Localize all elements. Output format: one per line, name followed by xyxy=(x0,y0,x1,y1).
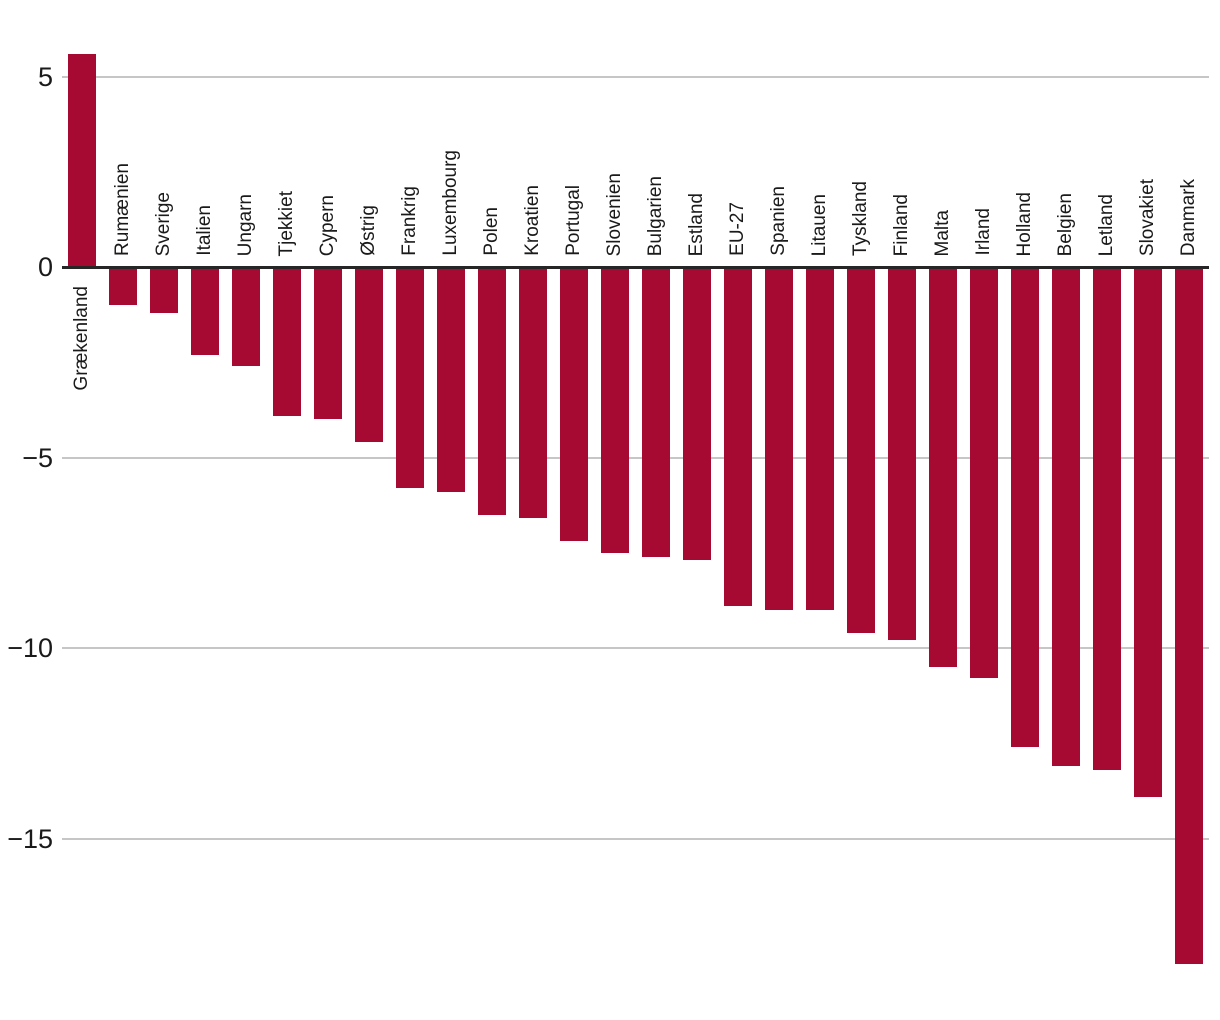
bar-østrig xyxy=(355,267,384,443)
bar-slovenien xyxy=(601,267,629,553)
bar-slot-portugal: Portugal xyxy=(554,0,595,1020)
y-tick-label: −5 xyxy=(22,442,53,473)
bar-slot-slovakiet: Slovakiet xyxy=(1127,0,1168,1020)
bar-label-kroatien: Kroatien xyxy=(522,185,544,256)
bar-label-luxembourg: Luxembourg xyxy=(440,150,462,256)
bar-slovakiet xyxy=(1133,267,1162,797)
bar-tjekkiet xyxy=(273,267,302,416)
bar-malta xyxy=(928,267,957,668)
bar-kroatien xyxy=(519,267,548,519)
gridline-y--5 xyxy=(62,456,1209,459)
bar-belgien xyxy=(1051,267,1080,767)
bar-label-finland: Finland xyxy=(890,193,912,256)
bar-slot-bulgarien: Bulgarien xyxy=(636,0,677,1020)
bar-portugal xyxy=(560,267,589,542)
bar-slot-luxembourg: Luxembourg xyxy=(431,0,472,1020)
y-tick-label: −10 xyxy=(7,633,53,663)
bar-rumænien xyxy=(109,267,138,306)
bar-label-østrig: Østrig xyxy=(358,205,380,256)
bar-slot-kroatien: Kroatien xyxy=(513,0,554,1020)
bar-slot-rumænien: Rumænien xyxy=(103,0,144,1020)
bar-slot-belgien: Belgien xyxy=(1045,0,1086,1020)
bar-label-eu-27: EU-27 xyxy=(726,202,748,256)
bar-italien xyxy=(191,267,220,355)
bar-label-holland: Holland xyxy=(1013,191,1035,256)
bar-slot-spanien: Spanien xyxy=(758,0,799,1020)
bar-label-polen: Polen xyxy=(481,207,503,256)
bar-slot-frankrig: Frankrig xyxy=(390,0,431,1020)
bar-slot-danmark: Danmark xyxy=(1168,0,1209,1020)
bar-danmark xyxy=(1174,267,1203,965)
bar-label-irland: Irland xyxy=(972,208,994,256)
bar-label-portugal: Portugal xyxy=(563,185,585,256)
bar-spanien xyxy=(764,267,793,610)
bar-label-ungarn: Ungarn xyxy=(235,193,257,256)
bar-label-sverige: Sverige xyxy=(153,191,175,256)
bar-slot-finland: Finland xyxy=(881,0,922,1020)
bar-slot-tyskland: Tyskland xyxy=(840,0,881,1020)
bar-label-spanien: Spanien xyxy=(767,186,789,256)
bar-litauen xyxy=(805,267,834,610)
bar-label-slovakiet: Slovakiet xyxy=(1136,178,1158,256)
bar-label-grækenland: Grækenland xyxy=(71,286,93,391)
bar-holland xyxy=(1010,267,1039,748)
bar-label-litauen: Litauen xyxy=(808,193,830,256)
bar-letland xyxy=(1092,267,1121,770)
bar-slot-eu-27: EU-27 xyxy=(717,0,758,1020)
bar-bulgarien xyxy=(641,267,670,557)
bar-irland xyxy=(969,267,998,679)
bar-slot-grækenland: Grækenland xyxy=(62,0,103,1020)
gridline-y--10 xyxy=(62,647,1209,649)
bar-label-cypern: Cypern xyxy=(317,194,339,256)
bar-label-tyskland: Tyskland xyxy=(849,181,871,256)
gridline-y-5 xyxy=(62,75,1209,78)
bar-label-belgien: Belgien xyxy=(1054,192,1076,256)
bar-finland xyxy=(887,267,916,641)
gridline-y--15 xyxy=(62,837,1209,840)
bar-polen xyxy=(478,267,507,515)
bar-frankrig xyxy=(396,267,425,488)
bar-slot-cypern: Cypern xyxy=(308,0,349,1020)
bar-slot-sverige: Sverige xyxy=(144,0,185,1020)
y-tick-label: 5 xyxy=(37,61,53,92)
bar-slot-irland: Irland xyxy=(963,0,1004,1020)
bar-slot-østrig: Østrig xyxy=(349,0,390,1020)
bar-slot-slovenien: Slovenien xyxy=(595,0,636,1020)
bar-cypern xyxy=(314,267,343,420)
bar-label-slovenien: Slovenien xyxy=(604,172,626,256)
bar-slot-italien: Italien xyxy=(185,0,226,1020)
bar-slot-estland: Estland xyxy=(676,0,717,1020)
bar-estland xyxy=(682,267,711,561)
bar-slot-malta: Malta xyxy=(922,0,963,1020)
bar-label-frankrig: Frankrig xyxy=(399,186,421,256)
x-axis-zero-line xyxy=(62,265,1209,269)
bar-slot-polen: Polen xyxy=(472,0,513,1020)
bar-sverige xyxy=(150,267,179,313)
bar-slot-litauen: Litauen xyxy=(799,0,840,1020)
bar-slot-letland: Letland xyxy=(1086,0,1127,1020)
bar-label-letland: Letland xyxy=(1095,193,1117,256)
y-tick-label: −15 xyxy=(7,823,53,854)
y-tick-label: 0 xyxy=(37,252,53,282)
bar-luxembourg xyxy=(437,267,466,492)
bar-slot-tjekkiet: Tjekkiet xyxy=(267,0,308,1020)
bar-label-malta: Malta xyxy=(931,209,953,256)
bar-label-tjekkiet: Tjekkiet xyxy=(276,190,298,256)
bar-slot-holland: Holland xyxy=(1004,0,1045,1020)
bar-label-danmark: Danmark xyxy=(1177,178,1199,256)
bar-ungarn xyxy=(232,267,261,367)
bar-tyskland xyxy=(846,267,875,633)
bar-slot-ungarn: Ungarn xyxy=(226,0,267,1020)
bar-label-bulgarien: Bulgarien xyxy=(645,175,667,256)
bar-eu-27 xyxy=(723,267,752,607)
bar-label-italien: Italien xyxy=(194,205,216,256)
bar-label-estland: Estland xyxy=(686,192,707,256)
bar-label-rumænien: Rumænien xyxy=(112,163,134,256)
bar-grækenland xyxy=(68,53,97,267)
